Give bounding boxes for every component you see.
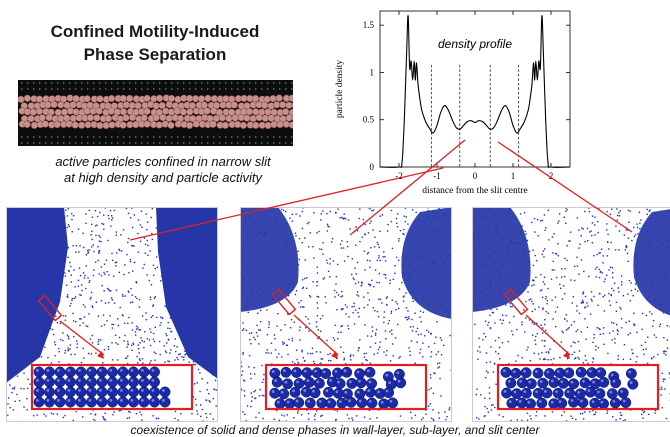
chart-title: density profile [438,37,512,51]
y-axis-label: particle density [335,60,345,119]
strip-caption: active particles confined in narrow slit… [18,154,308,186]
y-tick-label: 0.5 [363,115,375,125]
figure-caption: coexistence of solid and dense phases in… [0,424,670,437]
x-tick-label: -2 [395,171,403,181]
title-line-1: Confined Motility-Induced [40,20,270,43]
density-profile-chart: -2 -1 0 1 2 0 0.5 1 1.5 density profile distance f… [330,3,580,201]
snapshot-sub-layer [240,207,452,422]
x-tick-label: -1 [433,171,441,181]
snapshot-wall-layer [6,207,218,422]
title-line-2: Phase Separation [40,43,270,66]
strip-caption-line-1: active particles confined in narrow slit [18,154,308,170]
strip-particles [18,95,293,129]
x-tick-label: 0 [473,171,478,181]
x-tick-label: 2 [549,171,554,181]
y-tick-label: 1.5 [363,20,375,30]
x-axis-label: distance from the slit centre [422,185,528,196]
page-title: Confined Motility-Induced Phase Separati… [40,20,270,66]
y-tick-label: 1 [370,67,375,77]
confined-particle-strip [18,80,293,146]
strip-caption-line-2: at high density and particle activity [18,170,308,186]
snapshot-slit-center [472,207,670,422]
x-tick-label: 1 [511,171,516,181]
y-tick-label: 0 [370,162,375,172]
